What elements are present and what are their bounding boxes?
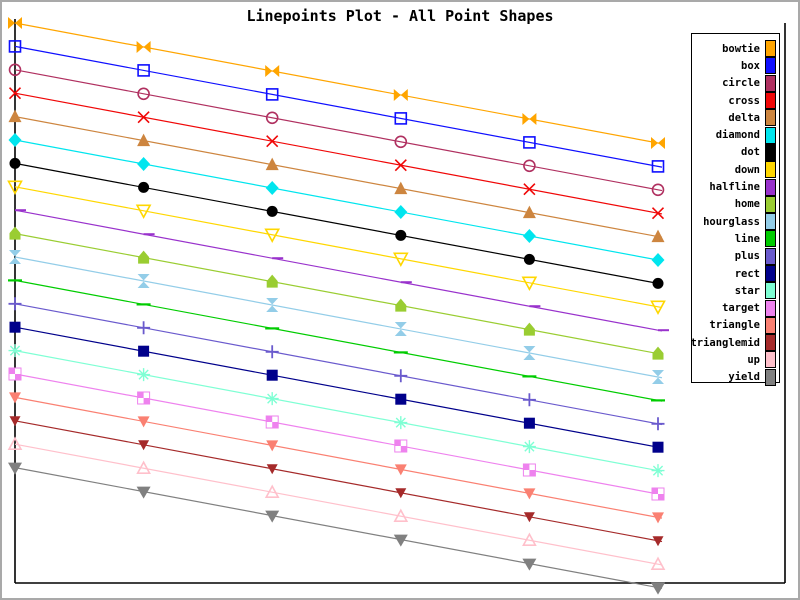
series-target (8, 367, 665, 501)
legend-label: dot (741, 146, 760, 159)
legend-item-star: star (692, 282, 779, 300)
series-triangle (9, 392, 664, 524)
series-halfline (14, 209, 669, 332)
legend-label: delta (728, 111, 760, 124)
legend-swatch (765, 40, 776, 58)
legend-swatch (765, 213, 776, 231)
series-trianglemid (9, 416, 664, 547)
legend-swatch (765, 195, 776, 213)
legend-item-diamond: diamond (692, 126, 779, 144)
legend-item-delta: delta (692, 109, 779, 127)
legend-item-dot: dot (692, 143, 779, 161)
series-up (7, 436, 666, 571)
series-yield (8, 462, 665, 595)
series-dot (9, 157, 664, 289)
legend-item-cross: cross (692, 92, 779, 110)
legend-label: line (734, 232, 760, 245)
series-down (7, 180, 666, 315)
series-rect (9, 321, 664, 453)
legend-item-trianglemid: trianglemid (690, 334, 779, 352)
legend-swatch (765, 109, 776, 127)
legend-swatch (765, 351, 776, 369)
legend-item-yield: yield (692, 368, 779, 386)
legend: bowtie box circle cross delta diamond dot down h… (690, 33, 780, 386)
legend-item-plus: plus (692, 247, 779, 265)
legend-swatch (765, 368, 776, 386)
series-hourglass (9, 250, 664, 384)
legend-label: triangle (709, 319, 760, 332)
legend-label: rect (734, 267, 760, 280)
legend-label: star (734, 284, 760, 297)
legend-swatch (765, 282, 776, 300)
legend-label: down (734, 163, 760, 176)
legend-label: target (722, 302, 760, 315)
legend-item-bowtie: bowtie (692, 40, 779, 58)
legend-swatch (765, 74, 776, 92)
legend-swatch (765, 299, 776, 317)
series-plus (8, 297, 665, 431)
legend-label: hourglass (703, 215, 760, 228)
chart-title: Linepoints Plot - All Point Shapes (246, 7, 554, 25)
series-box (8, 40, 665, 173)
legend-swatch (765, 247, 776, 265)
legend-label: halfline (709, 181, 760, 194)
series-line (8, 279, 665, 402)
legend-label: trianglemid (690, 336, 760, 349)
legend-swatch (765, 178, 776, 196)
legend-item-rect: rect (692, 265, 779, 282)
legend-item-home: home (692, 195, 779, 213)
legend-swatch (765, 161, 776, 179)
legend-label: home (734, 198, 760, 211)
legend-item-up: up (692, 351, 779, 369)
legend-label: up (747, 353, 760, 366)
series-cross (8, 87, 665, 220)
legend-label: plus (734, 250, 760, 263)
series-star (8, 344, 665, 478)
legend-label: cross (728, 94, 760, 107)
legend-label: diamond (715, 129, 760, 142)
legend-item-line: line (692, 230, 779, 248)
legend-swatch (765, 334, 776, 352)
legend-item-hourglass: hourglass (692, 213, 779, 231)
series-circle (8, 63, 665, 197)
legend-label: circle (722, 77, 760, 90)
legend-item-halfline: halfline (692, 178, 779, 196)
legend-swatch (765, 57, 776, 75)
legend-swatch (765, 126, 776, 144)
legend-item-down: down (692, 161, 779, 179)
legend-swatch (765, 230, 776, 248)
legend-swatch (765, 143, 776, 161)
legend-item-target: target (692, 299, 779, 317)
legend-label: yield (728, 371, 760, 384)
legend-item-circle: circle (692, 74, 779, 92)
legend-label: box (741, 59, 760, 72)
legend-item-triangle: triangle (692, 316, 779, 334)
series-diamond (8, 133, 665, 267)
legend-item-box: box (692, 57, 779, 75)
legend-swatch (765, 316, 776, 334)
legend-swatch (765, 92, 776, 110)
legend-swatch (765, 265, 776, 282)
series-home (9, 226, 664, 360)
series-delta (8, 109, 665, 243)
legend-label: bowtie (722, 42, 760, 55)
series-bowtie (8, 17, 665, 149)
